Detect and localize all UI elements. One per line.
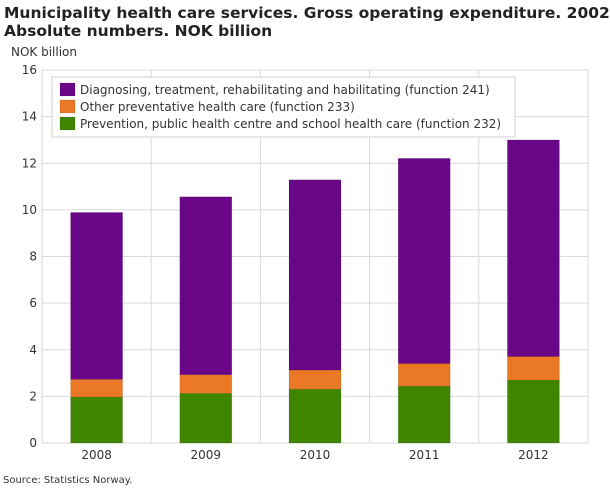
bars [70,139,560,444]
bar-segment-2010[interactable] [288,369,342,390]
y-axis-ticks: 0 2 4 6 8 10 12 14 16 [22,63,37,450]
legend-swatch [59,116,76,131]
y-tick-label: 0 [29,436,37,450]
bar-segment-2010[interactable] [288,179,342,371]
bar-segment-2011[interactable] [397,363,451,387]
bar-segment-2009[interactable] [179,374,233,394]
chart-title-line-2: Absolute numbers. NOK billion [4,22,272,40]
x-tick-label: 2012 [518,448,549,462]
legend-swatch [59,82,76,97]
y-axis-label: NOK billion [11,45,77,59]
bar-segment-2009[interactable] [179,196,233,375]
bar-segment-2012[interactable] [507,379,560,444]
y-tick-label: 2 [29,389,37,403]
y-tick-label: 4 [29,343,37,357]
bar-segment-2009[interactable] [179,393,233,444]
chart-title-line-1: Municipality health care services. Gross… [4,4,610,22]
bar-segment-2012[interactable] [507,356,560,381]
bar-segment-2011[interactable] [397,385,451,444]
x-tick-label: 2008 [81,448,112,462]
bar-segment-2010[interactable] [288,388,342,444]
y-tick-label: 6 [29,296,37,310]
bar-segment-2012[interactable] [507,139,560,357]
source-note: Source: Statistics Norway. [3,475,132,486]
legend-swatch [59,99,76,114]
y-tick-label: 10 [22,203,37,217]
bar-segment-2008[interactable] [70,396,123,444]
x-tick-label: 2010 [300,448,331,462]
bar-segment-2008[interactable] [70,212,123,380]
legend-entry[interactable]: Prevention, public health centre and sch… [80,117,501,131]
legend-entry[interactable]: Other preventative health care (function… [80,100,355,114]
legend: Diagnosing, treatment, rehabilitating an… [51,76,516,138]
y-tick-label: 14 [22,110,37,124]
legend-entry[interactable]: Diagnosing, treatment, rehabilitating an… [80,83,490,97]
bar-segment-2008[interactable] [70,379,123,398]
y-tick-label: 8 [29,250,37,264]
bar-segment-2011[interactable] [397,158,451,364]
legend-box [51,76,516,138]
y-tick-label: 12 [22,156,37,170]
x-axis-ticks: 2008 2009 2010 2011 2012 [81,448,548,462]
x-tick-label: 2009 [191,448,222,462]
y-tick-label: 16 [22,63,37,77]
x-tick-label: 2011 [409,448,440,462]
